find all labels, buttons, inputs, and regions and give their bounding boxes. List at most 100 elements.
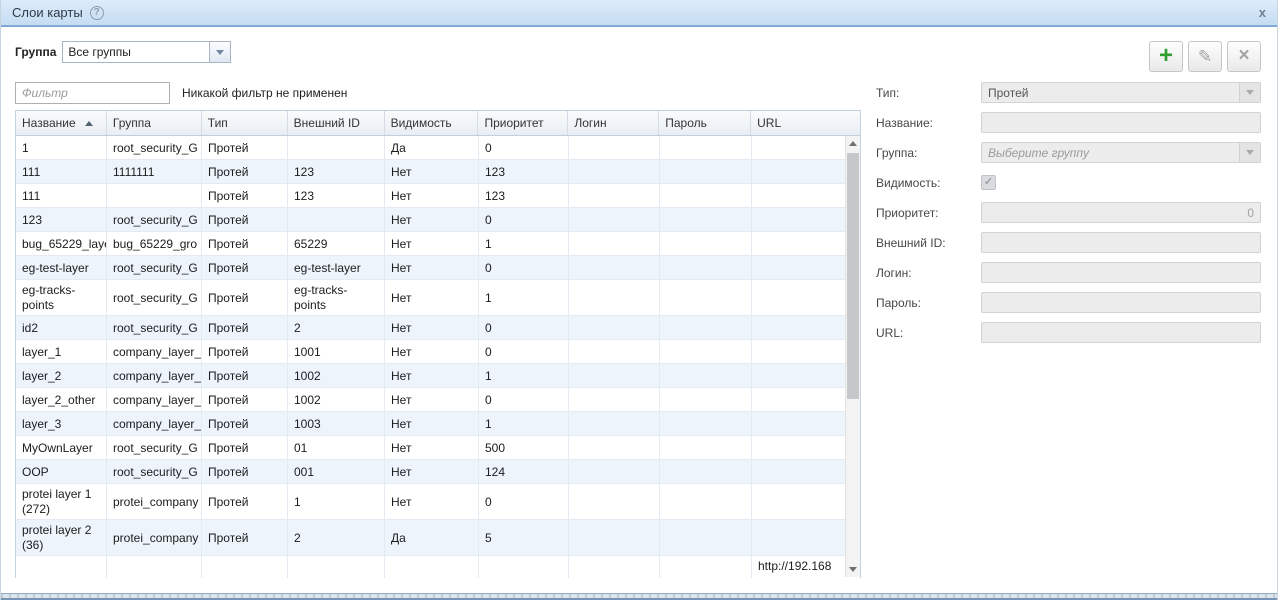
grid-cell-url: http://192.168 [758, 559, 832, 573]
grid-cell-visibility: Да [385, 136, 479, 159]
grid-cell-login [569, 136, 660, 159]
group-filter-label: Группа [15, 45, 57, 59]
grid-cell-type: Протей [202, 232, 288, 255]
url-field[interactable] [981, 322, 1261, 343]
scroll-down-icon[interactable] [846, 562, 860, 577]
grid-cell-name: bug_65229_laye [16, 232, 107, 255]
column-header-group[interactable]: Группа [107, 111, 202, 135]
grid-cell-visibility: Нет [385, 364, 479, 387]
table-row[interactable]: 111 1111111 Протей 123 Нет 123 [16, 160, 860, 184]
table-row[interactable]: layer_3 company_layer_ Протей 1003 Нет 1 [16, 412, 860, 436]
table-row[interactable]: layer_2_other company_layer_ Протей 1002 Нет… [16, 388, 860, 412]
grid-cell-name: eg-test-layer [16, 256, 107, 279]
form-label-external_id: Внешний ID: [876, 235, 946, 250]
filter-input[interactable]: Фильтр [15, 82, 170, 104]
grid-cell-priority: 0 [479, 388, 569, 411]
table-row[interactable]: http://192.168 [16, 556, 860, 578]
column-header-login[interactable]: Логин [568, 111, 660, 135]
scrollbar-thumb[interactable] [847, 153, 859, 399]
grid-cell-url [752, 160, 847, 183]
grid-cell-group: root_security_G [107, 280, 202, 315]
vertical-scrollbar[interactable] [845, 136, 860, 577]
grid-cell-password [660, 520, 752, 555]
add-layer-button[interactable]: + [1149, 41, 1183, 72]
grid-cell-group: root_security_G [107, 256, 202, 279]
grid-cell-external-id: 123 [288, 184, 385, 207]
table-row[interactable]: MyOwnLayer root_security_G Протей 01 Нет 500 [16, 436, 860, 460]
grid-cell-external-id: 65229 [288, 232, 385, 255]
grid-cell-password [660, 364, 752, 387]
check-icon: ✓ [983, 176, 994, 188]
grid-cell-type: Протей [202, 388, 288, 411]
chevron-down-icon [1246, 150, 1254, 155]
table-row[interactable]: protei layer 1 (272) protei_company Протей… [16, 484, 860, 520]
grid-cell-external-id: 1001 [288, 340, 385, 363]
type-select[interactable]: Протей [981, 82, 1261, 103]
table-row[interactable]: eg-test-layer root_security_G Протей eg-tes… [16, 256, 860, 280]
group-filter-trigger[interactable] [210, 41, 232, 63]
form-row-login: Логин: [876, 262, 1261, 283]
grid-cell-priority: 5 [479, 520, 569, 555]
grid-cell-visibility [385, 556, 479, 578]
grid-cell-group: company_layer_ [107, 412, 202, 435]
grid-cell-group: protei_company [107, 520, 202, 555]
column-header-url[interactable]: URL [757, 116, 782, 130]
grid-cell-external-id: 001 [288, 460, 385, 483]
grid-cell-visibility: Нет [385, 232, 479, 255]
table-row[interactable]: layer_1 company_layer_ Протей 1001 Нет 0 [16, 340, 860, 364]
grid-cell-visibility: Нет [385, 208, 479, 231]
column-header-external-id[interactable]: Внешний ID [288, 111, 385, 135]
delete-layer-button[interactable]: × [1227, 41, 1261, 72]
visibility-checkbox[interactable]: ✓ [981, 175, 996, 190]
grid-cell-name: 111 [16, 184, 107, 207]
close-icon[interactable]: x [1258, 5, 1266, 20]
column-header-visibility[interactable]: Видимость [385, 111, 479, 135]
help-icon[interactable]: ? [89, 5, 104, 20]
dialog-content: Фильтр Никакой фильтр не применен Назван… [15, 82, 1261, 578]
group-filter-select[interactable]: Все группы [62, 41, 211, 63]
group-select-trigger[interactable] [1239, 143, 1260, 162]
grid-cell-password [660, 412, 752, 435]
grid-body: 1 root_security_G Протей Да 0 111 1111111 Проте… [16, 136, 860, 578]
grid-cell-login [569, 256, 660, 279]
name-field[interactable] [981, 112, 1261, 133]
table-row[interactable]: 111 Протей 123 Нет 123 [16, 184, 860, 208]
password-field[interactable] [981, 292, 1261, 313]
grid-cell-login [569, 412, 660, 435]
form-row-visibility: Видимость: ✓ [876, 172, 1261, 193]
grid-cell-external-id [288, 556, 385, 578]
grid-cell-external-id: eg-tracks-points [288, 280, 385, 315]
group-select[interactable]: Выберите группу [981, 142, 1261, 163]
table-row[interactable]: id2 root_security_G Протей 2 Нет 0 [16, 316, 860, 340]
filter-bar: Фильтр Никакой фильтр не применен [15, 82, 861, 104]
grid-cell-group: bug_65229_gro [107, 232, 202, 255]
grid-cell-external-id: 123 [288, 160, 385, 183]
grid-cell-login [569, 232, 660, 255]
grid-cell-visibility: Нет [385, 484, 479, 519]
edit-layer-button[interactable]: ✎ [1188, 41, 1222, 72]
external_id-field[interactable] [981, 232, 1261, 253]
table-row[interactable]: bug_65229_laye bug_65229_gro Протей 65229 Не… [16, 232, 860, 256]
table-row[interactable]: OOP root_security_G Протей 001 Нет 124 [16, 460, 860, 484]
table-row[interactable]: protei layer 2 (36) protei_company Протей 2… [16, 520, 860, 556]
column-header-name[interactable]: Название [16, 111, 107, 135]
column-header-type[interactable]: Тип [202, 111, 288, 135]
grid-cell-name: 123 [16, 208, 107, 231]
dialog-titlebar: Слои карты ? x [1, 0, 1277, 27]
column-header-priority[interactable]: Приоритет [478, 111, 569, 135]
grid-cell-priority: 1 [479, 232, 569, 255]
grid-cell-visibility: Нет [385, 280, 479, 315]
table-row[interactable]: eg-tracks-points root_security_G Протей eg-… [16, 280, 860, 316]
priority-field[interactable]: 0 [981, 202, 1261, 223]
grid-cell-group: root_security_G [107, 136, 202, 159]
grid-cell-visibility: Нет [385, 160, 479, 183]
scroll-up-icon[interactable] [846, 136, 860, 151]
table-row[interactable]: 123 root_security_G Протей Нет 0 [16, 208, 860, 232]
table-row[interactable]: 1 root_security_G Протей Да 0 [16, 136, 860, 160]
column-header-password[interactable]: Пароль [659, 111, 752, 135]
grid-cell-url [752, 316, 847, 339]
table-row[interactable]: layer_2 company_layer_ Протей 1002 Нет 1 [16, 364, 860, 388]
login-field[interactable] [981, 262, 1261, 283]
type-select-trigger[interactable] [1239, 83, 1260, 102]
grid-cell-url [752, 280, 847, 315]
